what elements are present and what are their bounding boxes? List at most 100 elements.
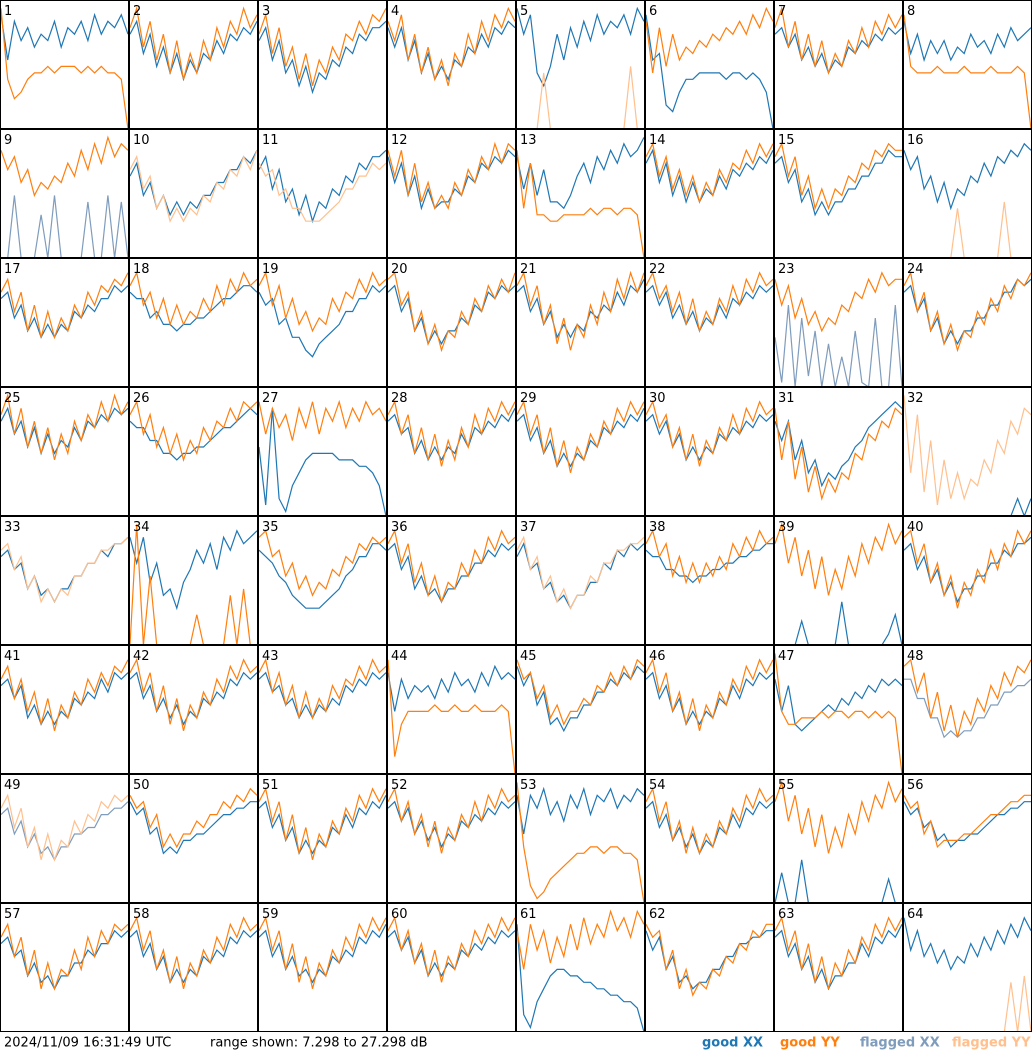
panel-border — [0, 903, 129, 1032]
panel-label: 28 — [391, 391, 408, 406]
panel-label: 35 — [262, 520, 279, 535]
panel-border — [774, 903, 903, 1032]
panel-bg — [903, 903, 1032, 1032]
panel-label: 58 — [133, 907, 150, 922]
spectrum-line — [774, 6, 903, 76]
panel-bg — [903, 129, 1032, 258]
panel-bg — [0, 903, 129, 1032]
panel-border — [774, 516, 903, 645]
panel — [258, 258, 387, 387]
spectrum-line — [129, 658, 258, 731]
panel — [774, 903, 903, 1032]
panel-label: 51 — [262, 778, 279, 793]
panel — [645, 129, 774, 258]
panel — [0, 774, 129, 903]
spectrum-line — [645, 658, 774, 731]
panel-label: 49 — [4, 778, 21, 793]
spectrum-line — [129, 6, 258, 80]
panel-label: 14 — [649, 133, 666, 148]
panel-label: 30 — [649, 391, 666, 406]
panel-bg — [129, 129, 258, 258]
panel — [258, 387, 387, 516]
panel-border — [645, 0, 774, 129]
panel-bg — [645, 258, 774, 387]
spectrum-line — [129, 671, 258, 726]
panel-border — [387, 903, 516, 1032]
spectrum-line — [774, 653, 903, 774]
panel — [387, 903, 516, 1032]
panel-bg — [516, 516, 645, 645]
panel-border — [903, 0, 1032, 129]
panel — [129, 774, 258, 903]
spectrum-line — [258, 543, 387, 609]
panel-label: 62 — [649, 907, 666, 922]
panel — [0, 129, 129, 258]
panel-border — [645, 903, 774, 1032]
panel-label: 41 — [4, 649, 21, 664]
spectrum-line — [0, 284, 129, 339]
panel — [516, 0, 645, 129]
spectrum-line — [258, 787, 387, 860]
spectrum-line — [0, 12, 129, 61]
panel-label: 22 — [649, 262, 666, 277]
panel-label: 47 — [778, 649, 795, 664]
spectrum-line — [645, 284, 774, 333]
panel-bg — [129, 387, 258, 516]
panel-border — [387, 645, 516, 774]
spectrum-line — [774, 522, 903, 596]
panel-bg — [258, 258, 387, 387]
spectrum-line — [129, 407, 258, 461]
panel-bg — [387, 516, 516, 645]
panel-bg — [645, 387, 774, 516]
spectrum-line — [774, 678, 903, 732]
panel-label: 50 — [133, 778, 150, 793]
spectrum-line — [903, 21, 1032, 63]
panel-bg — [0, 258, 129, 387]
panel — [903, 774, 1032, 903]
panel-label: 12 — [391, 133, 408, 148]
panel-bg — [258, 516, 387, 645]
panel — [903, 129, 1032, 258]
spectrum-line — [387, 800, 516, 849]
panel-bg — [129, 645, 258, 774]
panel-border — [258, 0, 387, 129]
spectrum-line — [774, 400, 903, 488]
spectrum-line — [258, 271, 387, 333]
spectrum-line — [129, 929, 258, 984]
panel — [645, 645, 774, 774]
panel-label: 9 — [4, 133, 12, 148]
panel-label: 40 — [907, 520, 924, 535]
spectrum-line — [645, 142, 774, 204]
panel — [0, 516, 129, 645]
panel-bg — [645, 129, 774, 258]
panel — [129, 0, 258, 129]
panel — [774, 258, 903, 387]
spectrum-line — [904, 678, 1032, 739]
spectrum-line — [516, 400, 645, 473]
panel-label: 33 — [4, 520, 21, 535]
panel — [0, 645, 129, 774]
spectrum-line — [774, 305, 903, 387]
panel-bg — [903, 0, 1032, 129]
panel-bg — [645, 903, 774, 1032]
panel-bg — [258, 129, 387, 258]
panel — [387, 516, 516, 645]
spectrum-line — [645, 271, 774, 334]
panel-border — [129, 387, 258, 516]
spectrum-line — [516, 6, 645, 88]
panel-label: 61 — [520, 907, 537, 922]
panel-label: 34 — [133, 520, 150, 535]
spectrum-line — [258, 795, 387, 855]
spectrum-line — [258, 149, 387, 224]
panel — [645, 774, 774, 903]
spectrum-line — [258, 529, 387, 597]
panel-border — [774, 258, 903, 387]
panel-label: 20 — [391, 262, 408, 277]
spectrum-line — [129, 787, 258, 849]
panel-border — [774, 129, 903, 258]
panel-bg — [516, 645, 645, 774]
panel-bg — [903, 645, 1032, 774]
spectrum-line — [0, 536, 129, 604]
panel-label: 15 — [778, 133, 795, 148]
spectrum-line — [0, 793, 129, 862]
